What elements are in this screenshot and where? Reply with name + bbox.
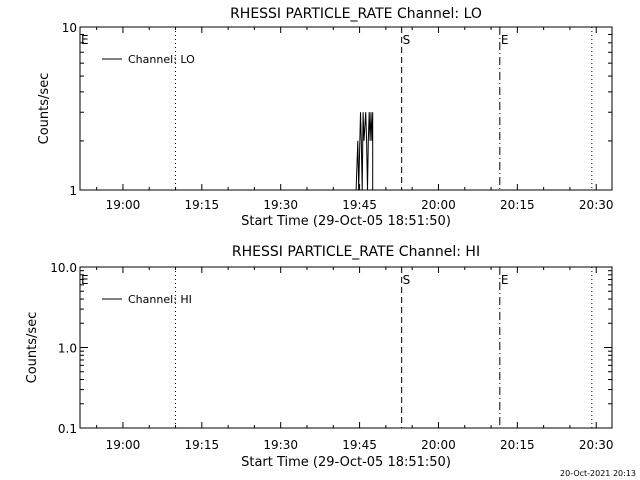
footer-timestamp: 20-Oct-2021 20:13 — [560, 469, 636, 478]
x-tick-label: 20:00 — [421, 438, 456, 452]
x-tick-label: 19:00 — [106, 438, 141, 452]
x-tick-label: 19:15 — [185, 438, 220, 452]
y-tick-label: 1.0 — [58, 342, 77, 356]
x-tick-label: 19:45 — [342, 198, 377, 212]
edge-marker-label: E — [81, 33, 89, 47]
x-axis-label: Start Time (29-Oct-05 18:51:50) — [241, 455, 451, 470]
time-marker-label: S — [403, 273, 411, 287]
x-axis-label: Start Time (29-Oct-05 18:51:50) — [241, 214, 451, 229]
chart-title: RHESSI PARTICLE_RATE Channel: HI — [232, 244, 480, 260]
x-tick-label: 19:00 — [106, 198, 141, 212]
y-tick-label: 0.1 — [58, 422, 77, 436]
legend-entry: Channel: HI — [128, 293, 192, 306]
time-marker-label: E — [501, 273, 509, 287]
legend-entry: Channel: LO — [128, 53, 195, 66]
x-tick-label: 19:15 — [185, 198, 220, 212]
plot-frame — [79, 26, 613, 191]
plot-frame — [79, 266, 613, 429]
time-marker-label: S — [403, 33, 411, 47]
y-tick-label: 10 — [62, 21, 77, 35]
x-tick-label: 20:15 — [500, 198, 535, 212]
chart-panel-1: RHESSI PARTICLE_RATE Channel: HI 19:00 19:… — [25, 244, 614, 470]
x-tick-label: 20:00 — [421, 198, 456, 212]
y-axis-label: Counts/sec — [25, 312, 40, 384]
x-tick-label: 20:30 — [579, 438, 614, 452]
x-tick-label: 20:30 — [579, 198, 614, 212]
chart-title: RHESSI PARTICLE_RATE Channel: LO — [230, 6, 482, 22]
time-marker-label: E — [501, 33, 509, 47]
y-tick-label: 10.0 — [50, 261, 77, 275]
edge-marker-label: E — [81, 273, 89, 287]
x-tick-label: 19:30 — [263, 198, 298, 212]
x-tick-label: 20:15 — [500, 438, 535, 452]
series-line-0 — [355, 112, 374, 191]
chart-panel-0: RHESSI PARTICLE_RATE Channel: LO 19:00 19:… — [37, 6, 614, 229]
y-axis-label: Counts/sec — [37, 73, 52, 145]
x-tick-label: 19:30 — [263, 438, 298, 452]
y-tick-label: 1 — [69, 184, 77, 198]
x-tick-label: 19:45 — [342, 438, 377, 452]
